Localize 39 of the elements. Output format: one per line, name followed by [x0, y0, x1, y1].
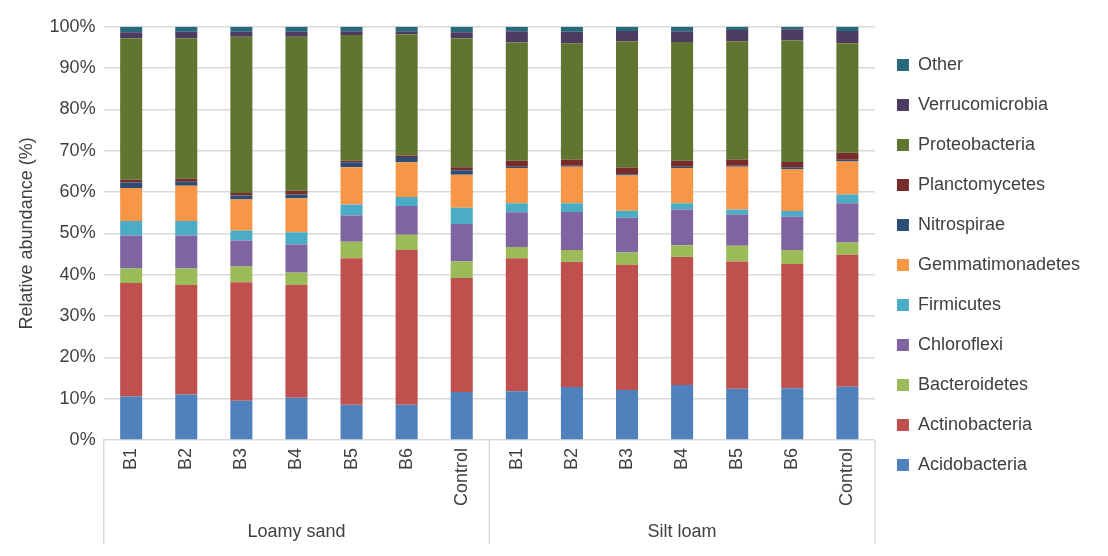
legend-label: Bacteroidetes: [917, 373, 1029, 394]
x-tick-label: B6: [781, 447, 802, 471]
legend-label: Chloroflexi: [917, 333, 1003, 354]
legend-label: Acidobacteria: [917, 453, 1028, 474]
y-tick-label: 10%: [59, 387, 96, 408]
y-tick-label: 30%: [59, 304, 96, 325]
x-tick-label: B4: [285, 447, 306, 471]
x-tick-label: B6: [395, 447, 416, 471]
y-tick-label: 60%: [59, 181, 96, 202]
legend-label: Other: [917, 53, 963, 74]
y-tick-label: 0%: [69, 428, 96, 449]
legend-label: Verrucomicrobia: [917, 93, 1049, 114]
y-tick-label: 80%: [59, 98, 96, 119]
x-tick-label: Control: [836, 447, 857, 507]
x-tick-label: B1: [120, 447, 141, 471]
x-tick-label: B5: [726, 447, 747, 471]
text: Loamy sand: [247, 520, 346, 541]
x-tick-label: B4: [671, 447, 692, 471]
legend-label: Actinobacteria: [917, 413, 1033, 434]
x-tick-label: B3: [615, 447, 636, 471]
x-tick-label: B1: [505, 447, 526, 471]
y-tick-label: 50%: [59, 222, 96, 243]
legend-label: Gemmatimonadetes: [917, 253, 1081, 274]
legend-label: Proteobacteria: [917, 133, 1036, 154]
y-tick-label: 20%: [59, 346, 96, 367]
y-tick-label: 40%: [59, 263, 96, 284]
legend-label: Firmicutes: [917, 293, 1001, 314]
x-tick-label: Control: [450, 447, 471, 507]
x-tick-label: B2: [175, 447, 196, 471]
y-axis-title: Relative abundance (%): [15, 137, 36, 330]
legend-label: Nitrospirae: [917, 213, 1005, 234]
y-tick-label: 100%: [49, 15, 96, 36]
y-tick-label: 90%: [59, 57, 96, 78]
x-tick-label: B2: [560, 447, 581, 471]
x-tick-label: B3: [230, 447, 251, 471]
y-tick-label: 70%: [59, 139, 96, 160]
text: Silt loam: [647, 520, 717, 541]
x-tick-label: B5: [340, 447, 361, 471]
legend-label: Planctomycetes: [917, 173, 1045, 194]
